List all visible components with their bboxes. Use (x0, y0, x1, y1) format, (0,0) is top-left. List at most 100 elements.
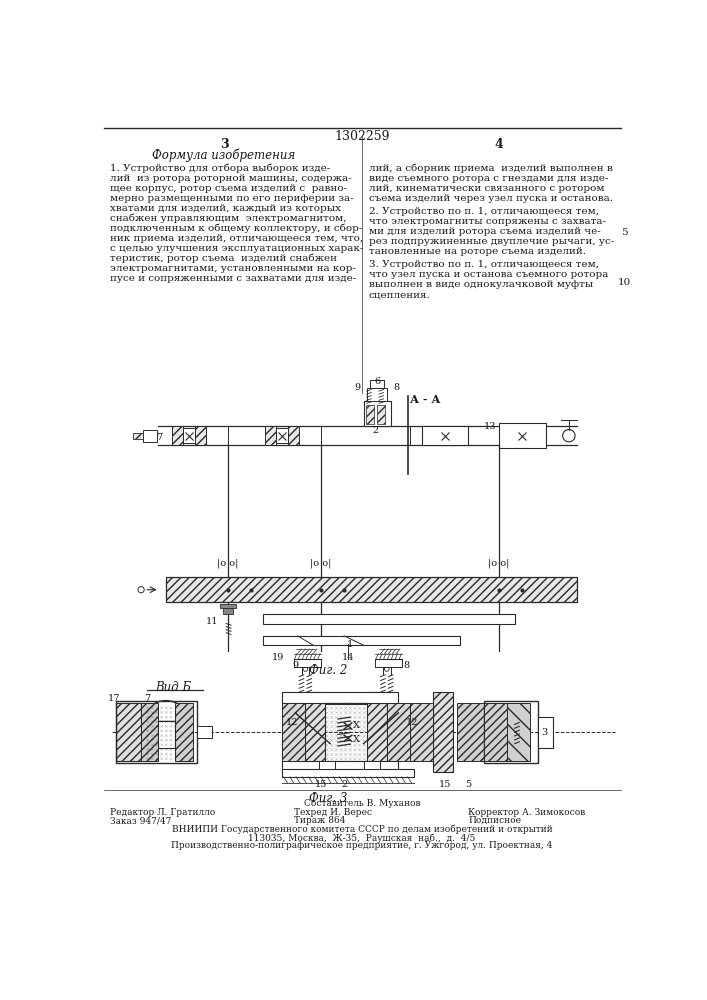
Text: 5: 5 (621, 228, 628, 237)
Bar (507, 703, 530, 761)
Bar (368, 388, 387, 401)
Text: 8: 8 (393, 383, 399, 392)
Bar (141, 703, 158, 761)
Text: А - А: А - А (410, 394, 440, 405)
Text: 5: 5 (465, 780, 471, 789)
Text: 7: 7 (144, 694, 151, 703)
Text: Подписное: Подписное (468, 816, 521, 825)
Text: электромагнитами, установленными на кор-: электромагнитами, установленными на кор- (110, 264, 356, 273)
Text: хватами для изделий, каждый из которых: хватами для изделий, каждый из которых (110, 204, 341, 213)
Text: пусе и сопряженными с захватами для изде-: пусе и сопряженными с захватами для изде… (110, 274, 356, 283)
Text: щее корпус, ротор съема изделий с  равно-: щее корпус, ротор съема изделий с равно- (110, 184, 347, 193)
Text: съема изделий через узел пуска и останова.: съема изделий через узел пуска и останов… (369, 194, 613, 203)
Text: 10: 10 (618, 278, 631, 287)
Text: ВНИИПИ Государственного комитета СССР по делам изобретений и открытий: ВНИИПИ Государственного комитета СССР по… (172, 825, 552, 834)
Bar (282, 703, 305, 761)
Text: Заказ 947/47: Заказ 947/47 (110, 816, 172, 825)
Text: лий, кинематически связанного с ротором: лий, кинематически связанного с ротором (369, 184, 604, 193)
Text: 15: 15 (315, 780, 327, 789)
Bar (288, 426, 299, 445)
Circle shape (138, 587, 144, 593)
Text: рез подпружиненные двуплечие рычаги, ус-: рез подпружиненные двуплечие рычаги, ус- (369, 237, 614, 246)
Text: Производственно-полиграфическое предприятие, г. Ужгород, ул. Проектная, 4: Производственно-полиграфическое предприя… (171, 841, 553, 850)
Text: Составитель В. Муханов: Составитель В. Муханов (304, 799, 420, 808)
Bar (433, 692, 452, 772)
Bar (375, 659, 402, 667)
Text: 19: 19 (272, 653, 284, 662)
Bar (263, 614, 515, 624)
Bar (293, 659, 321, 667)
Bar (183, 428, 195, 443)
Circle shape (246, 584, 257, 595)
Text: Фиг. 3: Фиг. 3 (310, 792, 348, 805)
Text: 13: 13 (484, 422, 496, 431)
Text: 6: 6 (375, 377, 380, 386)
Bar (363, 761, 380, 769)
Bar (410, 703, 433, 761)
Text: Формула изобретения: Формула изобретения (153, 148, 296, 162)
Bar (499, 423, 546, 448)
Bar (172, 426, 183, 445)
Text: Корректор А. Зимокосов: Корректор А. Зимокосов (468, 808, 585, 817)
Text: подключенным к общему коллектору, и сбор-: подключенным к общему коллектору, и сбор… (110, 224, 363, 233)
Bar (325, 704, 368, 761)
Text: тановленные на роторе съема изделий.: тановленные на роторе съема изделий. (369, 247, 586, 256)
Text: 1302259: 1302259 (334, 130, 390, 143)
Text: X: X (354, 735, 361, 744)
Circle shape (563, 430, 575, 442)
Text: 12: 12 (286, 718, 298, 727)
Circle shape (385, 667, 389, 671)
Text: 17: 17 (107, 694, 120, 703)
Bar (484, 703, 507, 761)
Text: ник приема изделий, отличающееся тем, что,: ник приема изделий, отличающееся тем, чт… (110, 234, 363, 243)
Bar (484, 701, 538, 763)
Bar (282, 769, 414, 777)
Text: 12: 12 (406, 718, 419, 727)
Bar (223, 608, 233, 614)
Text: Вид Б: Вид Б (156, 681, 192, 694)
Bar (457, 703, 484, 761)
Bar (366, 405, 373, 424)
Text: что электромагниты сопряжены с захвата-: что электромагниты сопряжены с захвата- (369, 217, 606, 226)
Text: Фиг. 2: Фиг. 2 (310, 664, 348, 677)
Bar (175, 703, 193, 761)
Circle shape (304, 721, 310, 728)
Bar (282, 761, 398, 772)
Text: Техред И. Верес: Техред И. Верес (293, 808, 372, 817)
Bar (166, 577, 577, 602)
Text: сцепления.: сцепления. (369, 290, 431, 299)
Circle shape (384, 721, 390, 728)
Text: теристик, ротор съема  изделий снабжен: теристик, ротор съема изделий снабжен (110, 254, 337, 263)
Bar (368, 692, 387, 772)
Circle shape (517, 584, 528, 595)
Bar (282, 692, 398, 703)
Bar (421, 426, 468, 445)
Circle shape (493, 584, 505, 595)
Text: 14: 14 (341, 653, 354, 662)
Text: лий, а сборник приема  изделий выполнен в: лий, а сборник приема изделий выполнен в (369, 164, 613, 173)
Bar (143, 430, 156, 442)
Text: Тираж 864: Тираж 864 (293, 816, 345, 825)
Text: 3: 3 (220, 138, 228, 151)
Text: 4: 4 (495, 138, 503, 151)
Text: выполнен в виде однокулачковой муфты: выполнен в виде однокулачковой муфты (369, 280, 593, 289)
Bar (538, 717, 554, 748)
Text: 2: 2 (341, 780, 347, 789)
Bar (158, 721, 175, 748)
Bar (305, 692, 325, 772)
Text: 15: 15 (438, 780, 451, 789)
Text: 3: 3 (542, 728, 548, 737)
Bar (370, 380, 385, 388)
Text: |o o|: |o o| (217, 559, 238, 568)
Text: 2. Устройство по п. 1, отличающееся тем,: 2. Устройство по п. 1, отличающееся тем, (369, 207, 599, 216)
Bar (220, 604, 235, 608)
Text: виде съемного ротора с гнездами для изде-: виде съемного ротора с гнездами для изде… (369, 174, 608, 183)
Text: 9: 9 (354, 383, 361, 392)
Text: с целью улучшения эксплуатационных харак-: с целью улучшения эксплуатационных харак… (110, 244, 363, 253)
Bar (387, 703, 410, 761)
Text: лий  из ротора роторной машины, содержа-: лий из ротора роторной машины, содержа- (110, 174, 351, 183)
Text: 1. Устройство для отбора выборок изде-: 1. Устройство для отбора выборок изде- (110, 164, 330, 173)
Text: 2: 2 (372, 426, 378, 435)
Bar (197, 726, 212, 738)
Bar (134, 433, 143, 439)
